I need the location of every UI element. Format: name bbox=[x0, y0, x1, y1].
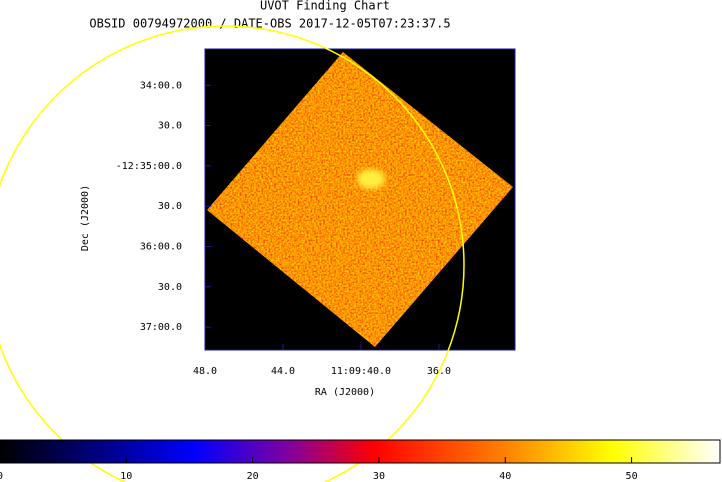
exposure-image bbox=[207, 52, 513, 347]
x-tick-label: 36.0 bbox=[427, 366, 451, 377]
colorbar-tick-label: 20 bbox=[247, 471, 259, 482]
x-tick-label: 11:09:40.0 bbox=[331, 366, 391, 377]
y-tick-label: 36:00.0 bbox=[140, 242, 182, 253]
source bbox=[357, 169, 385, 189]
y-tick-label: 37:00.0 bbox=[140, 322, 182, 333]
colorbar-tick-label: 50 bbox=[626, 471, 638, 482]
x-tick-label: 44.0 bbox=[271, 366, 295, 377]
colorbar-tick-label: 30 bbox=[373, 471, 385, 482]
chart-subtitle: OBSID 00794972000 / DATE-OBS 2017-12-05T… bbox=[89, 17, 450, 31]
colorbar bbox=[0, 439, 721, 464]
y-tick-label: 34:00.0 bbox=[140, 80, 182, 91]
y-tick-label: -12:35:00.0 bbox=[116, 161, 182, 172]
x-tick-label: 48.0 bbox=[193, 366, 217, 377]
x-axis-label: RA (J2000) bbox=[315, 387, 375, 398]
y-axis-label: Dec (J2000) bbox=[80, 185, 91, 251]
region-circle bbox=[0, 25, 465, 482]
y-tick-label: 30.0 bbox=[158, 121, 182, 132]
colorbar-tick-label: 10 bbox=[120, 471, 132, 482]
colorbar-tick-label: 0 bbox=[0, 471, 3, 482]
y-tick-label: 30.0 bbox=[158, 201, 182, 212]
chart-title: UVOT Finding Chart bbox=[260, 0, 390, 13]
y-tick-label: 30.0 bbox=[158, 282, 182, 293]
colorbar-tick-label: 40 bbox=[499, 471, 511, 482]
